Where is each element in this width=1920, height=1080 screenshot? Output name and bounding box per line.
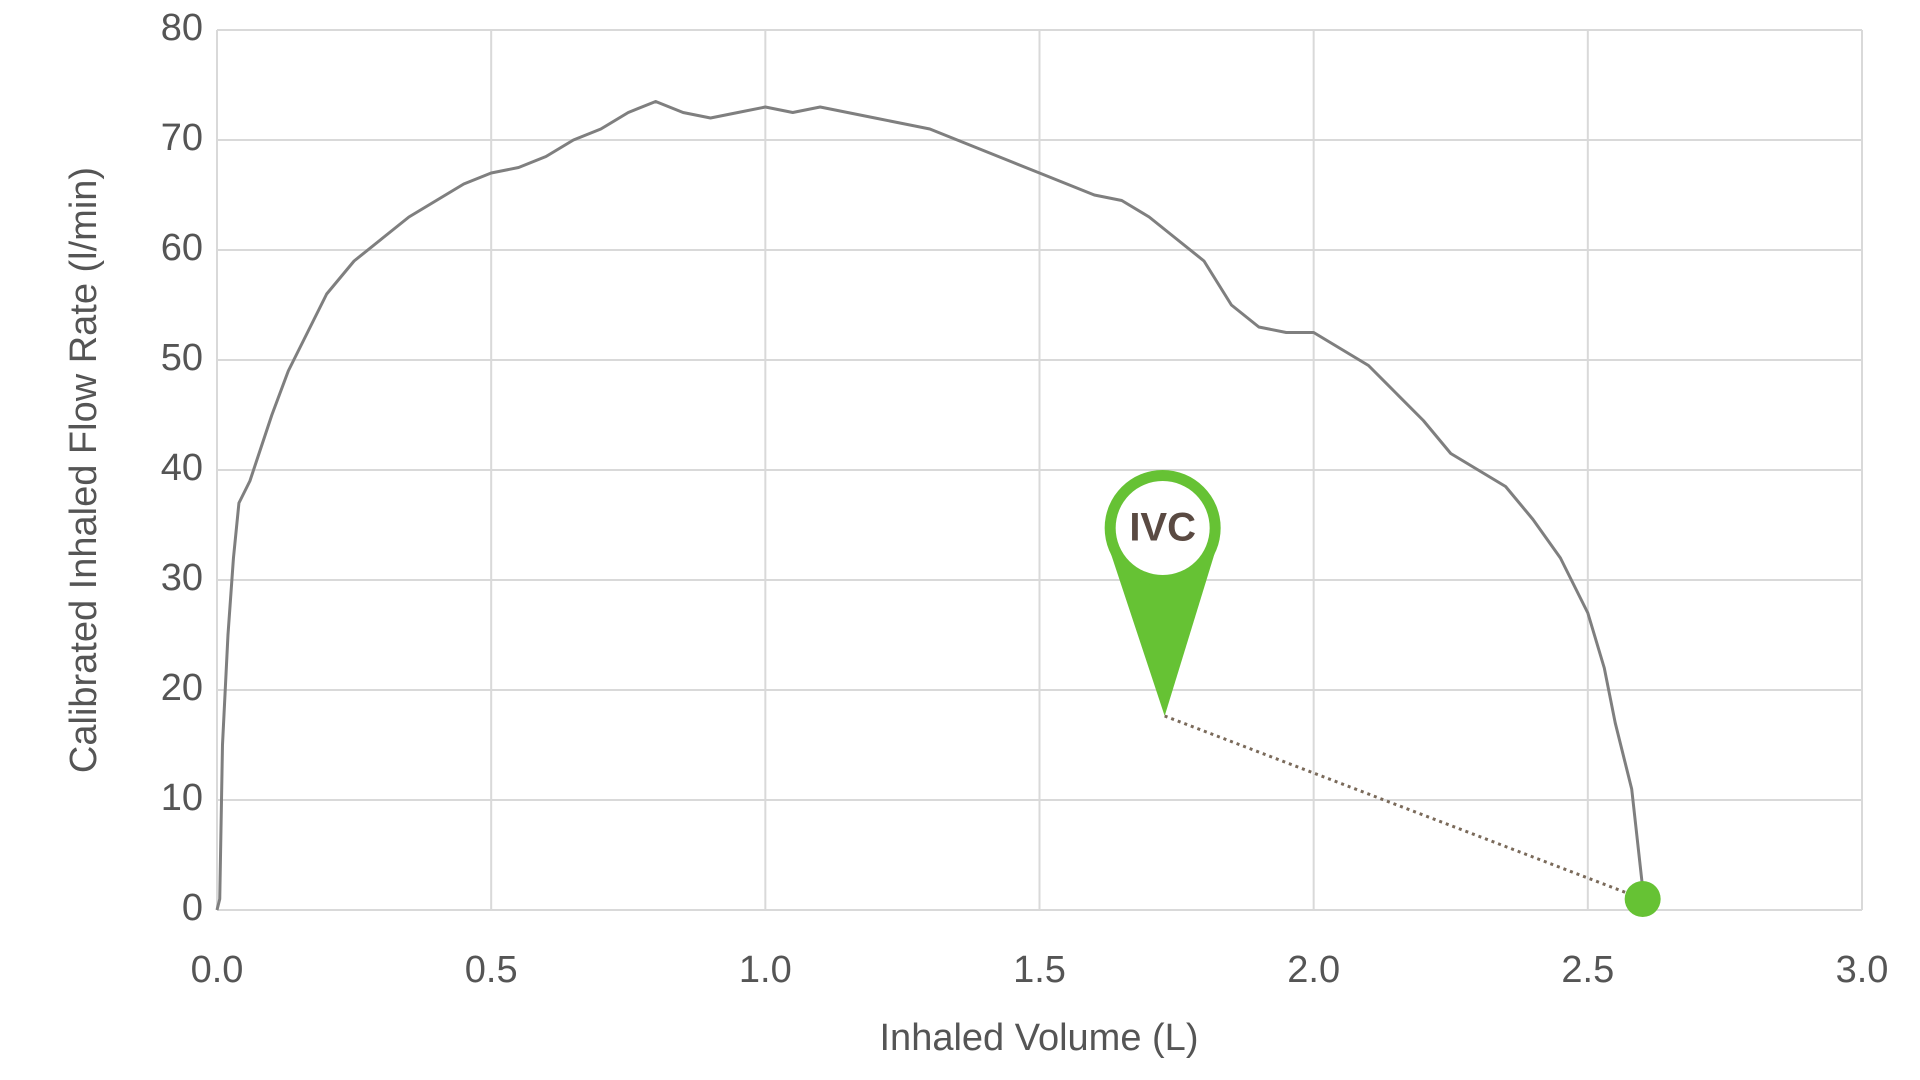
y-tick-label: 0 (182, 887, 203, 929)
x-axis-label: Inhaled Volume (L) (880, 1017, 1199, 1059)
x-tick-label: 3.0 (1836, 949, 1889, 991)
y-axis-label: Calibrated Inhaled Flow Rate (l/min) (63, 167, 105, 773)
x-tick-label: 1.5 (1013, 949, 1066, 991)
leader-line (1164, 714, 1644, 901)
x-tick-label: 2.5 (1561, 949, 1614, 991)
y-tick-label: 80 (161, 7, 203, 49)
pin (1109, 550, 1216, 716)
x-tick-label: 2.0 (1287, 949, 1340, 991)
ivc-point (1624, 881, 1661, 917)
y-tick-label: 40 (161, 447, 203, 489)
y-tick-label: 60 (161, 227, 203, 269)
y-tick-label: 10 (161, 777, 203, 819)
x-tick-label: 0.5 (465, 949, 518, 991)
x-tick-label: 0.0 (191, 949, 244, 991)
y-tick-label: 50 (161, 337, 203, 379)
y-tick-label: 20 (161, 667, 203, 709)
pin-inner (1115, 481, 1210, 575)
y-tick-label: 70 (161, 117, 203, 159)
y-tick-label: 30 (161, 557, 203, 599)
x-tick-label: 1.0 (739, 949, 792, 991)
annotation-text: IVC (1129, 506, 1196, 550)
flow-line (215, 100, 1645, 911)
